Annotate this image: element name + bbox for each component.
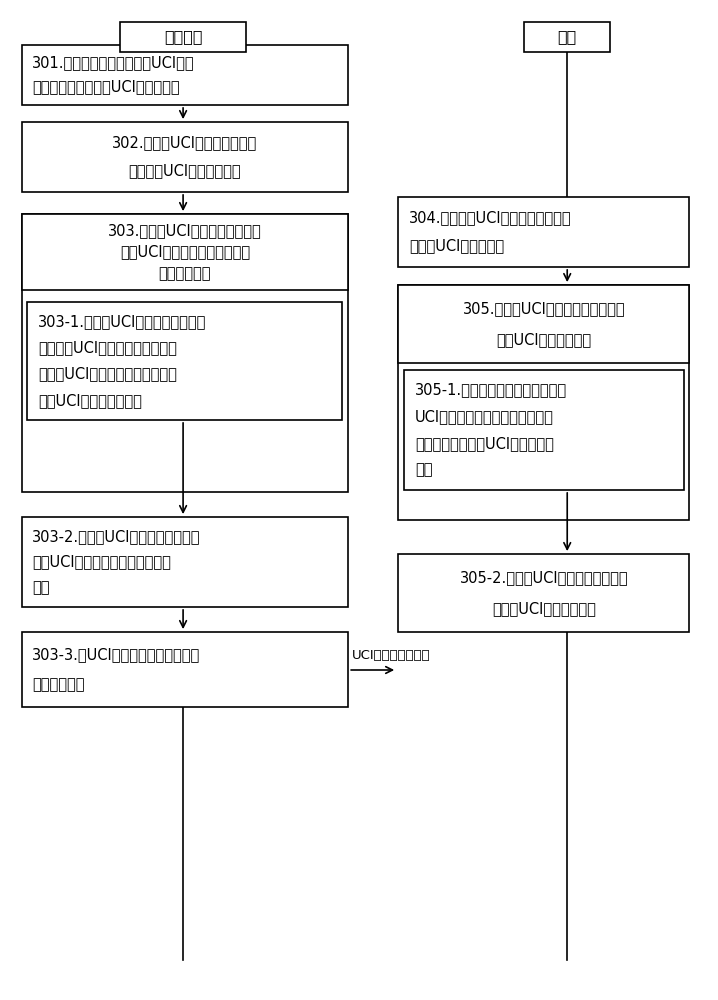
Text: 305.对第一UCI进行信道译码，并对: 305.对第一UCI进行信道译码，并对 (462, 301, 625, 316)
Text: 物理上行信道: 物理上行信道 (159, 266, 211, 281)
Bar (121, 22, 246, 52)
Bar (398, 554, 689, 632)
Text: 303-2.对第一UCI的编码矢量序列和: 303-2.对第一UCI的编码矢量序列和 (32, 529, 201, 544)
Text: 对第二UCI进行信道译码: 对第二UCI进行信道译码 (492, 601, 596, 616)
Text: 交织: 交织 (32, 580, 50, 595)
Text: 第二UCI的编码矢量序列: 第二UCI的编码矢量序列 (38, 393, 142, 408)
Bar (524, 22, 610, 52)
Text: 第二UCI的编码比特序列映射到: 第二UCI的编码比特序列映射到 (120, 244, 250, 259)
Bar (27, 302, 342, 420)
Text: 305-2.对第一UCI进行信道译码，并: 305-2.对第一UCI进行信道译码，并 (460, 570, 628, 585)
Text: 第二UCI进行信道译码: 第二UCI进行信道译码 (496, 332, 592, 347)
Text: 303-3.将UCI的编码比特序列映射到: 303-3.将UCI的编码比特序列映射到 (32, 647, 200, 662)
Text: 符号: 符号 (415, 462, 432, 477)
Bar (22, 45, 348, 105)
Text: 将第二UCI的编码矢量序列转换为: 将第二UCI的编码矢量序列转换为 (38, 367, 177, 382)
Text: 基站: 基站 (558, 29, 577, 44)
Bar (404, 370, 684, 490)
Bar (22, 214, 348, 290)
Bar (22, 214, 348, 492)
Text: 并对第二UCI进行信道编码: 并对第二UCI进行信道编码 (129, 163, 241, 178)
Text: 用户设备: 用户设备 (164, 29, 202, 44)
Text: 换为第一UCI的编码矢量序列，并: 换为第一UCI的编码矢量序列，并 (38, 340, 177, 355)
Text: 第二UCI的编码矢量序列进行信道: 第二UCI的编码矢量序列进行信道 (32, 554, 171, 569)
Text: 302.对第一UCI进行信道编码，: 302.对第一UCI进行信道编码， (112, 135, 258, 150)
Bar (398, 285, 689, 520)
Text: 上行信道上的第二UCI对应的调制: 上行信道上的第二UCI对应的调制 (415, 436, 554, 451)
Text: 301.获取第一上行控制信息UCI占用: 301.获取第一上行控制信息UCI占用 (32, 55, 195, 70)
Text: 304.获取第一UCI占用的资源，并获: 304.获取第一UCI占用的资源，并获 (409, 211, 572, 226)
Text: 取第二UCI占用的资源: 取第二UCI占用的资源 (409, 238, 504, 253)
Bar (398, 197, 689, 267)
Text: 的资源，并获取第二UCI占用的资源: 的资源，并获取第二UCI占用的资源 (32, 80, 180, 95)
Bar (398, 285, 689, 363)
Text: 物理上行信道: 物理上行信道 (32, 677, 85, 692)
Text: UCI的编码比特序列: UCI的编码比特序列 (352, 649, 431, 662)
Text: 303-1.将第一UCI的编码比特序列转: 303-1.将第一UCI的编码比特序列转 (38, 314, 207, 329)
Text: UCI对应的调制符号，并分离物理: UCI对应的调制符号，并分离物理 (415, 409, 554, 424)
Bar (22, 122, 348, 192)
Bar (22, 632, 348, 707)
Text: 303.将第一UCI的编码比特序列和: 303.将第一UCI的编码比特序列和 (108, 223, 262, 238)
Text: 305-1.分离物理上行信道上的第一: 305-1.分离物理上行信道上的第一 (415, 382, 567, 397)
Bar (22, 517, 348, 607)
